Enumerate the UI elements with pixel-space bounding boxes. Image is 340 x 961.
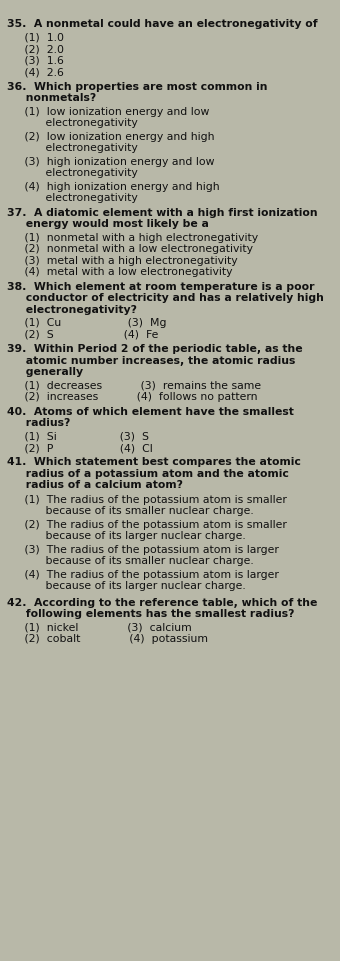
Text: (3)  The radius of the potassium atom is larger: (3) The radius of the potassium atom is … [7,545,279,554]
Text: electronegativity: electronegativity [7,143,138,153]
Text: (1)  Si                  (3)  S: (1) Si (3) S [7,431,149,441]
Text: (2)  S                    (4)  Fe: (2) S (4) Fe [7,330,158,339]
Text: atomic number increases, the atomic radius: atomic number increases, the atomic radi… [7,356,295,365]
Text: 36.  Which properties are most common in: 36. Which properties are most common in [7,82,267,91]
Text: electronegativity: electronegativity [7,168,138,178]
Text: conductor of electricity and has a relatively high: conductor of electricity and has a relat… [7,293,324,303]
Text: (2)  increases           (4)  follows no pattern: (2) increases (4) follows no pattern [7,392,257,402]
Text: 35.  A nonmetal could have an electronegativity of: 35. A nonmetal could have an electronega… [7,19,318,29]
Text: 38.  Which element at room temperature is a poor: 38. Which element at room temperature is… [7,282,314,291]
Text: radius of a calcium atom?: radius of a calcium atom? [7,480,183,490]
Text: (4)  high ionization energy and high: (4) high ionization energy and high [7,182,219,191]
Text: (2)  nonmetal with a low electronegativity: (2) nonmetal with a low electronegativit… [7,244,253,254]
Text: (4)  2.6: (4) 2.6 [7,67,64,77]
Text: (2)  P                   (4)  Cl: (2) P (4) Cl [7,443,153,453]
Text: 37.  A diatomic element with a high first ionization: 37. A diatomic element with a high first… [7,208,318,217]
Text: radius of a potassium atom and the atomic: radius of a potassium atom and the atomi… [7,469,289,479]
Text: because of its larger nuclear charge.: because of its larger nuclear charge. [7,581,245,591]
Text: electronegativity: electronegativity [7,193,138,203]
Text: because of its smaller nuclear charge.: because of its smaller nuclear charge. [7,556,254,566]
Text: 42.  According to the reference table, which of the: 42. According to the reference table, wh… [7,598,317,607]
Text: because of its larger nuclear charge.: because of its larger nuclear charge. [7,531,245,541]
Text: (2)  2.0: (2) 2.0 [7,44,64,54]
Text: electronegativity?: electronegativity? [7,305,137,314]
Text: following elements has the smallest radius?: following elements has the smallest radi… [7,609,294,619]
Text: (1)  nickel              (3)  calcium: (1) nickel (3) calcium [7,623,191,632]
Text: 39.  Within Period 2 of the periodic table, as the: 39. Within Period 2 of the periodic tabl… [7,344,302,354]
Text: (3)  1.6: (3) 1.6 [7,56,64,65]
Text: 40.  Atoms of which element have the smallest: 40. Atoms of which element have the smal… [7,407,294,416]
Text: (2)  low ionization energy and high: (2) low ionization energy and high [7,132,214,141]
Text: (1)  Cu                   (3)  Mg: (1) Cu (3) Mg [7,318,166,328]
Text: (1)  1.0: (1) 1.0 [7,33,64,42]
Text: (1)  decreases           (3)  remains the same: (1) decreases (3) remains the same [7,381,261,390]
Text: radius?: radius? [7,418,70,428]
Text: 41.  Which statement best compares the atomic: 41. Which statement best compares the at… [7,457,301,467]
Text: (4)  The radius of the potassium atom is larger: (4) The radius of the potassium atom is … [7,570,279,579]
Text: electronegativity: electronegativity [7,118,138,128]
Text: (1)  low ionization energy and low: (1) low ionization energy and low [7,107,209,116]
Text: generally: generally [7,367,83,377]
Text: (1)  nonmetal with a high electronegativity: (1) nonmetal with a high electronegativi… [7,233,258,242]
Text: (2)  The radius of the potassium atom is smaller: (2) The radius of the potassium atom is … [7,520,287,530]
Text: (3)  metal with a high electronegativity: (3) metal with a high electronegativity [7,256,237,265]
Text: energy would most likely be a: energy would most likely be a [7,219,209,229]
Text: (3)  high ionization energy and low: (3) high ionization energy and low [7,157,214,166]
Text: because of its smaller nuclear charge.: because of its smaller nuclear charge. [7,506,254,516]
Text: (2)  cobalt              (4)  potassium: (2) cobalt (4) potassium [7,634,208,644]
Text: (4)  metal with a low electronegativity: (4) metal with a low electronegativity [7,267,232,277]
Text: (1)  The radius of the potassium atom is smaller: (1) The radius of the potassium atom is … [7,495,287,505]
Text: nonmetals?: nonmetals? [7,93,96,103]
